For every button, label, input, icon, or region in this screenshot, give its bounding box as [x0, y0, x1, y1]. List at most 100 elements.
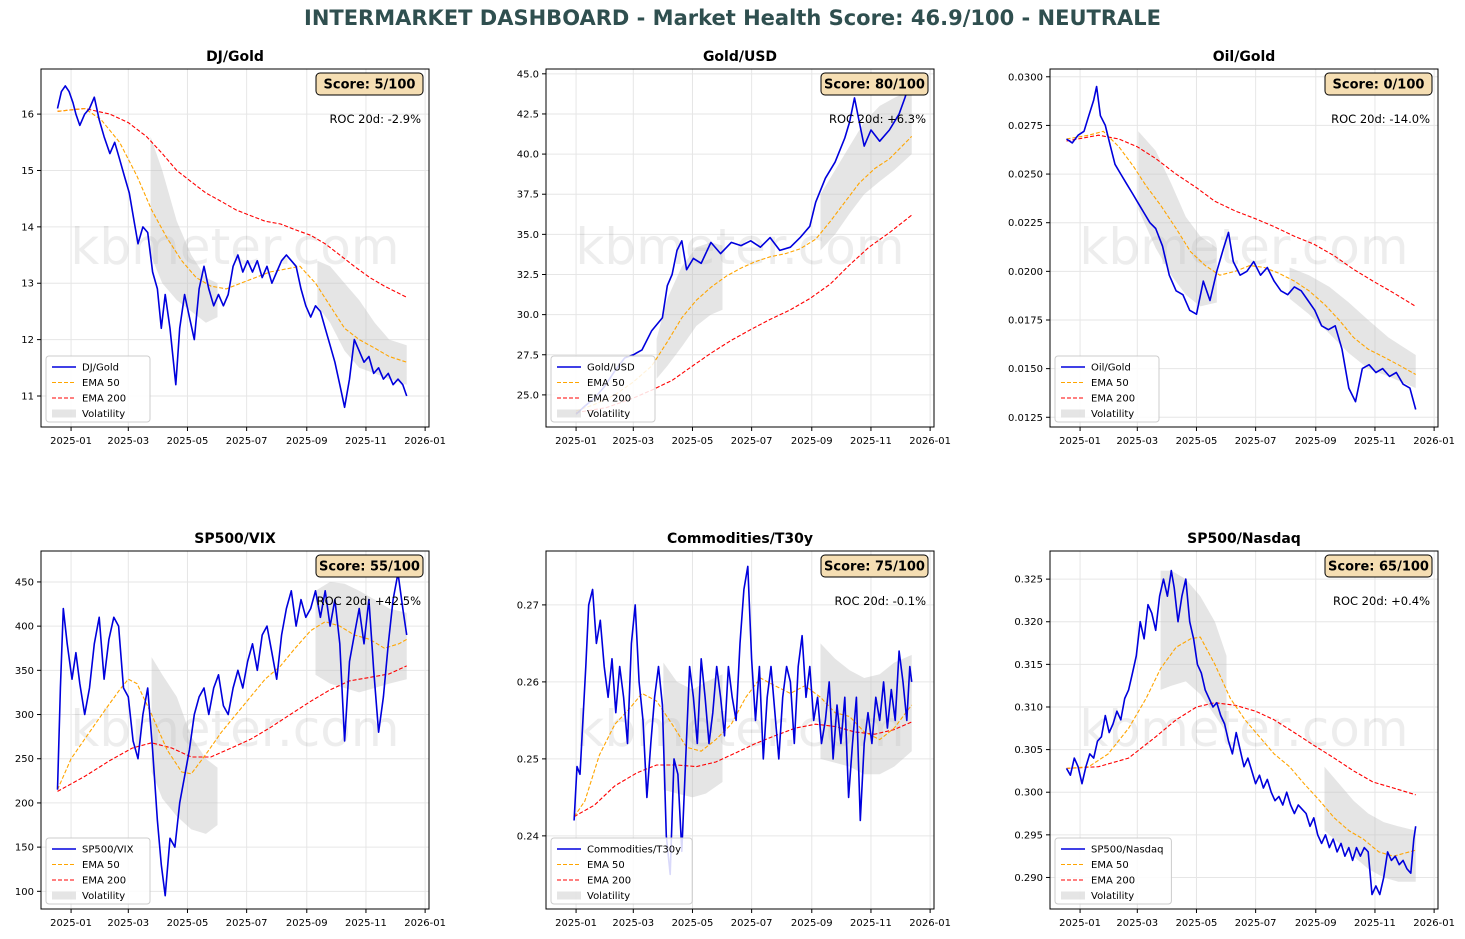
legend-label: Gold/USD	[587, 363, 635, 374]
y-tick-label: 32.5	[517, 270, 539, 281]
chart-panel: Commodities/T30y 0.24 0.25 0.26 0.27 2025-01 2…	[517, 531, 951, 929]
plot-data: kbmeter.com	[575, 76, 913, 415]
legend-swatch-volatility	[1061, 409, 1085, 418]
plot-frame	[1049, 550, 1439, 910]
y-tick-label: 12	[21, 335, 34, 346]
legend-label: EMA 200	[82, 876, 126, 887]
roc-text: ROC 20d: +0.4%	[1333, 594, 1430, 608]
y-tick-label: 0.27	[517, 600, 539, 611]
x-tick-label: 2026-01	[404, 436, 446, 447]
x-tick-label: 2025-11	[1354, 918, 1396, 929]
y-tick-label: 300	[15, 710, 34, 721]
x-tick-label: 2025-07	[1235, 918, 1277, 929]
watermark-text: kbmeter.com	[575, 700, 904, 758]
y-tick-label: 0.0225	[1008, 218, 1043, 229]
x-tick-label: 2025-03	[107, 436, 149, 447]
y-tick-label: 0.315	[1014, 660, 1043, 671]
x-tick-label: 2026-01	[909, 436, 951, 447]
watermark-text: kbmeter.com	[1079, 218, 1408, 276]
x-tick-label: 2025-09	[791, 436, 833, 447]
y-tick-label: 45.0	[517, 69, 539, 80]
y-tick-label: 200	[15, 798, 34, 809]
legend-label: Volatility	[82, 409, 125, 420]
legend-box	[1054, 355, 1160, 423]
roc-text: ROC 20d: +42.5%	[317, 594, 421, 608]
legend-label: EMA 200	[587, 394, 631, 405]
score-badge	[315, 72, 424, 96]
legend-label: Volatility	[587, 409, 630, 420]
y-tick-label: 13	[21, 279, 34, 290]
roc-text: ROC 20d: +6.3%	[829, 112, 926, 126]
score-badge	[1324, 72, 1433, 96]
ratio-line	[573, 565, 913, 876]
legend-label: Commodities/T30y	[587, 845, 681, 856]
y-tick-label: 35.0	[517, 230, 539, 241]
x-tick-label: 2025-11	[345, 918, 387, 929]
ratio-line	[1065, 569, 1417, 896]
volatility-band	[1324, 766, 1416, 882]
x-tick-label: 2026-01	[404, 918, 446, 929]
x-tick-label: 2025-05	[672, 436, 714, 447]
x-tick-label: 2025-01	[50, 918, 92, 929]
score-badge	[820, 72, 929, 96]
chart-panel: SP500/Nasdaq 0.290 0.295 0.300 0.305 0.310 0.3…	[1014, 531, 1455, 929]
chart-panel: Oil/Gold 0.0125 0.0150 0.0175 0.0200 0.0225 0.…	[1008, 49, 1455, 447]
dashboard-title: INTERMARKET DASHBOARD - Market Health Sc…	[304, 6, 1161, 30]
plot-frame	[40, 550, 430, 910]
y-tick-label: 30.0	[517, 310, 539, 321]
chart-panel: Gold/USD 25.0 27.5 30.0 32.5 35.0 37.5 40.0 42.5…	[517, 49, 951, 447]
x-tick-label: 2025-03	[612, 918, 654, 929]
y-tick-label: 0.26	[517, 677, 539, 688]
score-text: Score: 0/100	[1333, 78, 1425, 93]
x-tick-label: 2025-05	[167, 436, 209, 447]
legend-label: Volatility	[1091, 891, 1134, 902]
chart-title: Commodities/T30y	[667, 531, 813, 547]
x-tick-label: 2025-01	[1059, 436, 1101, 447]
legend-box	[550, 355, 656, 423]
x-tick-label: 2025-09	[1295, 436, 1337, 447]
y-tick-label: 37.5	[517, 190, 539, 201]
ema50-line	[56, 621, 407, 790]
x-tick-label: 2025-03	[1116, 918, 1158, 929]
y-tick-label: 0.325	[1014, 575, 1043, 586]
y-tick-label: 0.310	[1014, 702, 1043, 713]
y-tick-label: 400	[15, 622, 34, 633]
ema200-line	[57, 107, 407, 298]
legend-label: EMA 50	[1091, 378, 1129, 389]
x-tick-label: 2025-03	[1116, 436, 1158, 447]
score-badge	[1324, 554, 1433, 578]
plot-data: kbmeter.com	[573, 565, 913, 876]
y-tick-label: 0.0150	[1008, 364, 1043, 375]
x-tick-label: 2025-09	[1295, 918, 1337, 929]
y-tick-label: 450	[15, 577, 34, 588]
x-tick-label: 2025-01	[1059, 918, 1101, 929]
volatility-band	[317, 260, 407, 385]
ratio-line	[56, 572, 408, 897]
legend-label: Volatility	[587, 891, 630, 902]
ema200-line	[57, 665, 407, 792]
legend-box	[1054, 837, 1172, 905]
chart-panel: SP500/VIX 100 150 200 250 300 350 400 450 2025-01…	[15, 531, 446, 929]
volatility-band	[151, 657, 218, 834]
ratio-line	[1066, 85, 1417, 410]
legend-label: EMA 50	[587, 860, 625, 871]
legend-label: EMA 50	[587, 378, 625, 389]
x-tick-label: 2025-11	[850, 918, 892, 929]
x-tick-label: 2025-01	[50, 436, 92, 447]
x-tick-label: 2025-07	[226, 436, 268, 447]
legend-label: DJ/Gold	[82, 363, 119, 374]
roc-text: ROC 20d: -0.1%	[834, 594, 926, 608]
legend-label: EMA 200	[1091, 394, 1135, 405]
chart-title: SP500/VIX	[194, 531, 276, 547]
watermark-text: kbmeter.com	[70, 218, 399, 276]
y-tick-label: 15	[21, 166, 34, 177]
y-tick-label: 25.0	[517, 390, 539, 401]
x-tick-label: 2025-05	[1176, 436, 1218, 447]
y-tick-label: 0.0275	[1008, 121, 1043, 132]
legend-label: SP500/Nasdaq	[1091, 845, 1163, 856]
plot-data: kbmeter.com	[56, 572, 408, 897]
legend-swatch-volatility	[1061, 891, 1085, 900]
y-tick-label: 100	[15, 887, 34, 898]
y-tick-label: 350	[15, 666, 34, 677]
